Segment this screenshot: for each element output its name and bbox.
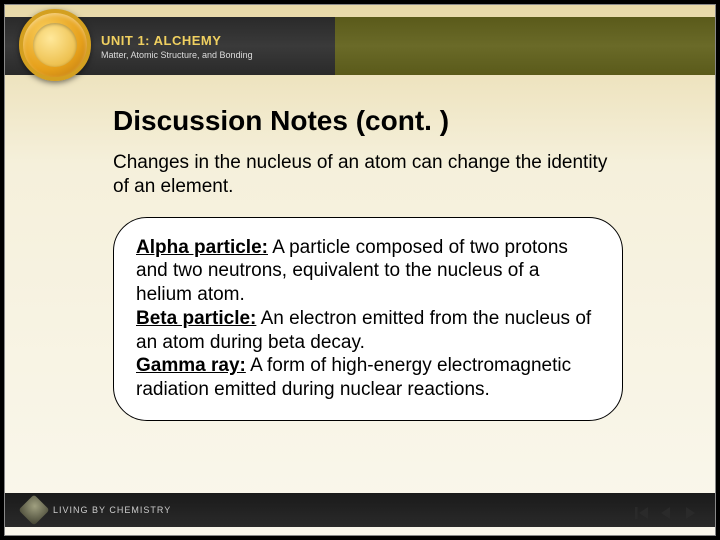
unit-badge-inner [33,23,77,67]
footer-bar: LIVING BY CHEMISTRY [5,493,715,527]
next-icon[interactable] [683,506,697,525]
definition-item: Alpha particle: A particle composed of t… [136,236,600,307]
header-olive-segment [335,17,715,75]
slide-container: UNIT 1: ALCHEMY Matter, Atomic Structure… [4,4,716,536]
term-label: Gamma ray: [136,355,246,376]
unit-badge [19,9,91,81]
prev-icon[interactable] [659,506,673,525]
unit-text-block: UNIT 1: ALCHEMY Matter, Atomic Structure… [101,33,253,60]
definition-item: Gamma ray: A form of high-energy electro… [136,354,600,402]
unit-subtitle: Matter, Atomic Structure, and Bonding [101,50,253,60]
nav-controls [635,506,697,525]
header-dark-segment: UNIT 1: ALCHEMY Matter, Atomic Structure… [5,17,335,75]
header-band: UNIT 1: ALCHEMY Matter, Atomic Structure… [5,17,715,75]
intro-text: Changes in the nucleus of an atom can ch… [113,151,623,199]
unit-title: UNIT 1: ALCHEMY [101,33,253,48]
footer-logo-icon [18,494,49,525]
footer-logo: LIVING BY CHEMISTRY [23,499,171,521]
page-title: Discussion Notes (cont. ) [113,105,623,137]
footer-brand-text: LIVING BY CHEMISTRY [53,505,171,515]
content-area: Discussion Notes (cont. ) Changes in the… [113,105,623,421]
first-icon[interactable] [635,506,649,525]
definition-item: Beta particle: An electron emitted from … [136,307,600,355]
term-label: Alpha particle: [136,237,268,258]
definitions-box: Alpha particle: A particle composed of t… [113,217,623,421]
term-label: Beta particle: [136,308,256,329]
